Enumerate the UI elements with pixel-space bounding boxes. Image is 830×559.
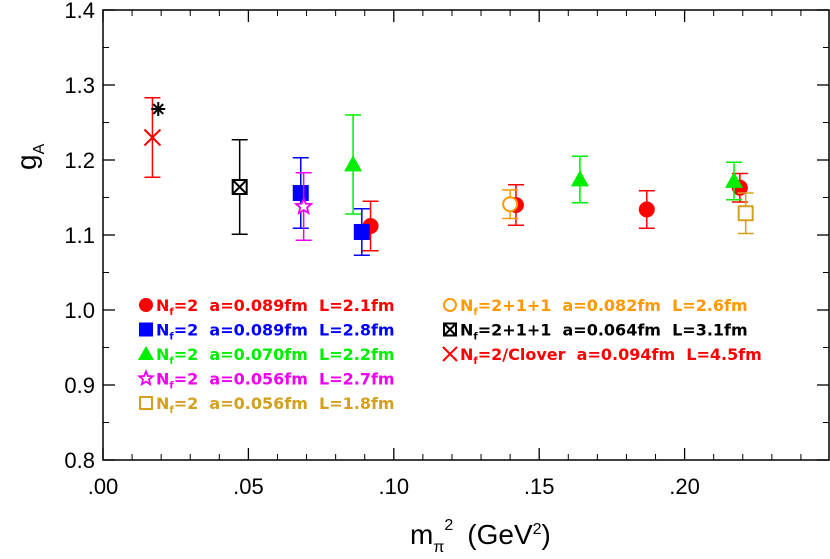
legend-n: N [156,345,169,364]
legend-value: =2 a=0.056fm L=1.8fm [174,394,395,413]
x-tick-label: .15 [524,474,555,499]
data-points [143,97,754,256]
y-tick-label: 1.1 [64,223,95,248]
legend-value: =2 a=0.070fm L=2.2fm [174,345,395,364]
legend-entry: Nf=2/Clover a=0.094fm L=4.5fm [442,345,762,367]
marker-open-star [137,369,155,387]
legend-label: Nf=2/Clover a=0.094fm L=4.5fm [460,345,762,367]
legend-n: N [156,370,169,389]
marker-filled-triangle [138,345,154,361]
y-tick-label: 0.8 [64,448,95,473]
legend-sub-f: f [169,307,174,318]
plot-frame [102,9,830,461]
y-axis-title-sub: A [31,143,48,154]
legend-n: N [156,296,169,315]
marker-x [442,346,458,362]
legend-entry: Nf=2 a=0.056fm L=1.8fm [139,394,395,416]
legend-label: Nf=2 a=0.070fm L=2.2fm [156,345,395,367]
data-point [725,161,744,201]
x-tick-label: .20 [669,474,700,499]
x-axis-title: mπ2 (GeV2) [410,517,551,556]
x-tick-label: .00 [88,474,119,499]
legend-entry: Nf=2 a=0.089fm L=2.8fm [139,321,395,343]
x-axis-title-sub: π [433,539,444,556]
y-tick-label: 0.9 [64,373,95,398]
marker-open-square [139,396,153,410]
marker-filled-square [292,185,309,201]
legend-label: Nf=2 a=0.089fm L=2.8fm [156,321,395,343]
marker-filled-circle [139,298,153,312]
marker-open-square [737,205,754,222]
legend-sub-f: f [169,381,174,392]
x-axis-unit-sup: 2 [533,521,542,538]
x-axis-unit-close: ) [542,519,551,550]
legend-value: =2 a=0.056fm L=2.7fm [174,370,395,389]
marker-filled-square [353,224,370,240]
data-point [353,208,370,256]
data-point [293,172,314,241]
data-point [292,157,309,229]
legend-sub-f: f [473,332,478,343]
data-point [570,155,589,204]
marker-filled-triangle [344,155,363,172]
data-point [638,190,655,229]
y-tick-label: 1.0 [64,298,95,323]
x-axis-unit: (GeV [467,519,533,550]
marker-x [143,128,162,147]
data-point [737,192,754,235]
legend-sub-f: f [473,307,478,318]
legend-label: Nf=2+1+1 a=0.082fm L=2.6fm [460,296,748,318]
y-tick-label: 1.4 [64,0,95,23]
legend-n: N [460,321,473,340]
marker-filled-triangle [570,170,589,187]
legend-entry: Nf=2 a=0.089fm L=2.1fm [139,296,395,318]
y-axis-title-main: g [11,154,42,170]
legend-n: N [460,345,473,364]
legend-label: Nf=2+1+1 a=0.064fm L=3.1fm [460,321,748,343]
marker-asterisk [151,102,166,116]
legend-sub-f: f [169,332,174,343]
marker-open-star [293,196,314,215]
legend-n: N [156,321,169,340]
axes [102,9,830,461]
legend-sub-f: f [169,356,174,367]
legend-value: =2/Clover a=0.094fm L=4.5fm [478,345,762,364]
data-point [344,114,363,215]
legend-entry: Nf=2 a=0.070fm L=2.2fm [138,345,395,367]
y-tick-label: 1.3 [64,73,95,98]
x-tick-label: .10 [379,474,410,499]
legend-n: N [460,296,473,315]
legend-value: =2+1+1 a=0.064fm L=3.1fm [478,321,748,340]
data-point [502,189,519,220]
data-point [231,139,248,235]
x-axis-title-sup: 2 [444,517,453,534]
legend-entry: Nf=2+1+1 a=0.082fm L=2.6fm [443,296,748,318]
data-point [143,97,162,178]
marker-crossed-square-x [443,322,457,337]
marker-crossed-square-x [231,179,248,195]
legend-n: N [156,394,169,413]
legend-label: Nf=2 a=0.089fm L=2.1fm [156,296,395,318]
x-axis-title-main: m [410,519,433,550]
legend-entry: Nf=2+1+1 a=0.064fm L=3.1fm [443,321,748,343]
legend-sub-f: f [169,405,174,416]
legend-entry: Nf=2 a=0.056fm L=2.7fm [137,369,395,392]
marker-open-circle [502,196,519,213]
legend-label: Nf=2 a=0.056fm L=2.7fm [156,370,395,392]
marker-filled-triangle [725,171,744,188]
ticks: .00 .05 .10 .15 .20 0.8 0.9 1.0 1.1 1.2 1.3 1.4 [64,0,829,499]
marker-filled-circle [638,201,655,218]
y-axis-title: gA [11,143,48,170]
marker-open-circle [443,298,457,312]
legend-sub-f: f [473,356,478,367]
legend-value: =2 a=0.089fm L=2.1fm [174,296,395,315]
legend-label: Nf=2 a=0.056fm L=1.8fm [156,394,395,416]
y-tick-label: 1.2 [64,148,95,173]
legend-value: =2 a=0.089fm L=2.8fm [174,321,395,340]
marker-filled-square [139,322,153,337]
x-tick-label: .05 [233,474,264,499]
legend-value: =2+1+1 a=0.082fm L=2.6fm [478,296,748,315]
